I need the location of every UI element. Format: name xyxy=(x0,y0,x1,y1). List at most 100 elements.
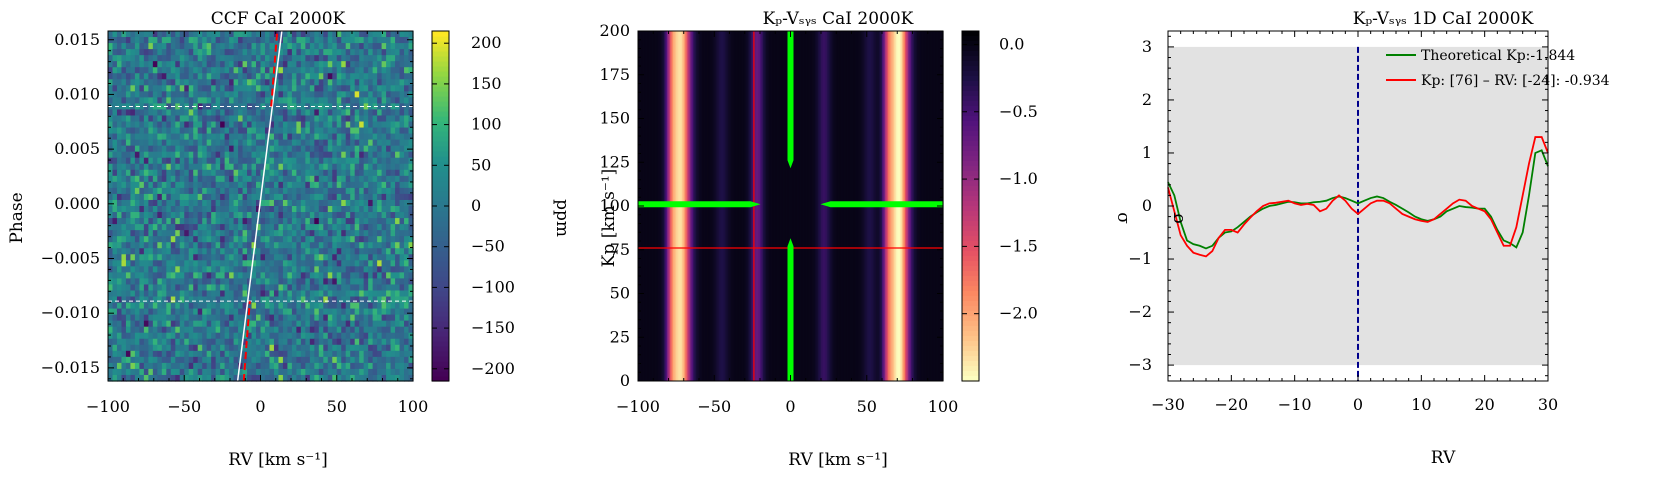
ccf-cell xyxy=(377,79,383,86)
ccf-cell xyxy=(188,374,194,382)
ccf-cell xyxy=(238,181,244,189)
ccf-cell xyxy=(273,97,280,105)
ccf-cell xyxy=(336,272,342,280)
ccf-cell xyxy=(130,236,136,243)
ccf-cell xyxy=(323,157,329,165)
ccf-cell xyxy=(291,260,297,267)
ccf-cell xyxy=(269,326,275,334)
ccf-cell xyxy=(116,199,123,207)
ccf-cell xyxy=(300,320,306,328)
ccf-cell xyxy=(229,127,235,135)
ccf-cell xyxy=(260,61,266,68)
ccf-cell xyxy=(260,139,266,147)
ccf-cell xyxy=(143,278,149,286)
ccf-cell xyxy=(170,91,176,98)
ccf-cell xyxy=(229,344,235,352)
ccf-cell xyxy=(404,61,410,68)
ccf-cell xyxy=(229,374,235,382)
ccf-cell xyxy=(139,326,145,334)
ccf-cell xyxy=(247,55,253,62)
ccf-cell xyxy=(211,151,217,159)
ccf-cell xyxy=(282,206,289,213)
ccf-cell xyxy=(242,199,248,207)
ccf-cell xyxy=(251,145,257,153)
ccf-cell xyxy=(251,103,257,111)
ccf-cell xyxy=(148,37,154,44)
ccf-cell xyxy=(161,181,167,189)
ccf-cell xyxy=(152,109,158,117)
ccf-cell xyxy=(314,242,320,249)
ccf-cell xyxy=(152,73,158,80)
ccf-cell xyxy=(166,127,172,135)
ccf-cell xyxy=(175,55,181,62)
ccf-cell xyxy=(220,338,226,346)
ccf-cell xyxy=(314,218,320,225)
ccf-cell xyxy=(291,368,297,376)
ccf-cell xyxy=(148,296,154,304)
ccf-cell xyxy=(170,248,176,255)
ccf-cell xyxy=(238,218,244,225)
ccf-cell xyxy=(233,272,239,280)
ccf-cell xyxy=(336,157,342,165)
ccf-cell xyxy=(215,187,221,195)
ccf-cell xyxy=(300,362,306,370)
ccf-cell xyxy=(309,49,315,56)
ccf-cell xyxy=(121,290,127,298)
kpvsys-column xyxy=(764,31,767,381)
ccf-cell xyxy=(206,199,212,207)
ccf-cell xyxy=(134,127,140,135)
ccf-cell xyxy=(125,230,132,237)
ccf-cell xyxy=(395,55,401,62)
ccf-colorbar-step xyxy=(432,261,449,267)
ccf-cell xyxy=(305,91,311,98)
ccf-colorbar-step xyxy=(432,271,449,277)
ccf-cell xyxy=(287,290,293,298)
ccf-cell xyxy=(188,97,194,105)
ccf-cell xyxy=(108,133,114,141)
ccf-cell xyxy=(278,374,284,382)
ccf-cell xyxy=(238,302,244,310)
ccf-cell xyxy=(399,260,405,267)
ccf-cell xyxy=(345,163,351,171)
ccf-cell xyxy=(273,55,280,62)
ccf-cell xyxy=(354,320,360,328)
ccf-cell xyxy=(139,139,145,147)
ccf-cell xyxy=(390,350,396,358)
ccf-cell xyxy=(296,362,302,370)
ccf-cell xyxy=(327,338,333,346)
ccf-cell xyxy=(238,332,244,340)
ccf-cell xyxy=(184,67,190,74)
ccf-cell xyxy=(143,230,149,237)
ccf-cell xyxy=(390,133,396,141)
kpvsys-colorbar-step xyxy=(962,331,979,337)
ccf-cell xyxy=(247,332,253,340)
ccf-cell xyxy=(197,236,203,243)
ccf-cell xyxy=(242,145,248,153)
ccf-cell xyxy=(273,266,280,273)
kpvsys-column xyxy=(799,31,802,381)
ccf-cell xyxy=(152,344,158,352)
ccf-cell xyxy=(381,368,387,376)
ccf-cell xyxy=(130,31,136,38)
ccf-cell xyxy=(202,163,208,171)
ccf-cell xyxy=(148,121,154,129)
ccf-cell xyxy=(179,73,185,80)
ccf-cell xyxy=(152,236,158,243)
kpvsys-colorbar-step xyxy=(962,241,979,247)
ccf-cell xyxy=(157,278,163,286)
ccf-cell xyxy=(193,296,199,304)
ccf-cell xyxy=(395,218,401,225)
ccf-cell xyxy=(368,236,374,243)
ccf-cell xyxy=(116,230,123,237)
ccf-cell xyxy=(305,218,311,225)
ccf-cell xyxy=(300,266,306,273)
ccf-cell xyxy=(336,302,342,310)
ccf-cell xyxy=(175,181,181,189)
ccf-cell xyxy=(134,181,140,189)
ccf-cell xyxy=(291,212,297,219)
ccf-cell xyxy=(116,187,123,195)
ccf-cell xyxy=(350,181,356,189)
ccf-cell xyxy=(184,31,190,38)
ccf-cell xyxy=(372,151,378,159)
ccf-cell xyxy=(309,362,315,370)
